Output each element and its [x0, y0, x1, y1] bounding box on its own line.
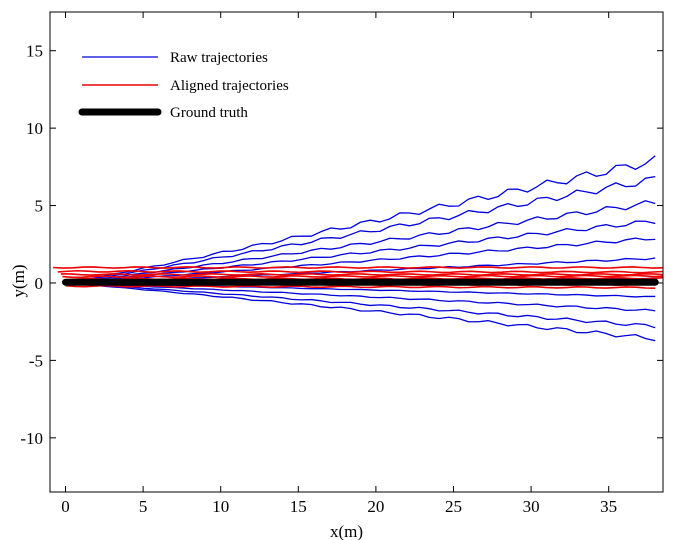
aligned-trajectory-line	[60, 273, 663, 276]
y-axis-label: y(m)	[9, 264, 28, 297]
y-tick-label: 5	[35, 197, 44, 216]
raw-trajectory-line	[65, 155, 656, 284]
raw-trajectory-line	[65, 282, 656, 329]
plot-frame	[49, 11, 664, 493]
raw-trajectory-line	[65, 282, 656, 342]
x-axis-label: x(m)	[330, 522, 363, 540]
aligned-trajectory-line	[65, 284, 656, 289]
x-tick-label: 20	[367, 497, 384, 516]
x-tick-label: 25	[445, 497, 462, 516]
raw-trajectory-line	[65, 200, 656, 284]
x-tick-label: 35	[600, 497, 617, 516]
legend: Raw trajectories Aligned trajectories Grou…	[78, 50, 289, 121]
x-tick-label: 10	[212, 497, 229, 516]
legend-label-aligned: Aligned trajectories	[170, 78, 289, 94]
raw-trajectory-line	[65, 282, 656, 312]
y-tick-label: 10	[26, 119, 43, 138]
x-tick-label: 15	[290, 497, 307, 516]
aligned-trajectory-line	[57, 269, 663, 274]
series-layer	[53, 155, 663, 342]
x-tick-label: 5	[139, 497, 148, 516]
legend-label-raw: Raw trajectories	[170, 50, 268, 66]
raw-trajectory-line	[65, 237, 656, 284]
x-tick-label: 0	[61, 497, 70, 516]
ticks-layer: 0 5 10 15 20 25 30 35 -10 -5 0 5 10 15	[20, 12, 663, 516]
y-tick-label: 0	[35, 274, 44, 293]
aligned-trajectory-line	[53, 266, 663, 269]
x-tick-label: 30	[523, 497, 540, 516]
y-tick-label: -10	[20, 429, 43, 448]
y-tick-label: 15	[26, 42, 43, 61]
aligned-trajectory-line	[62, 274, 663, 279]
legend-label-truth: Ground truth	[170, 105, 248, 121]
y-tick-label: -5	[29, 351, 43, 370]
